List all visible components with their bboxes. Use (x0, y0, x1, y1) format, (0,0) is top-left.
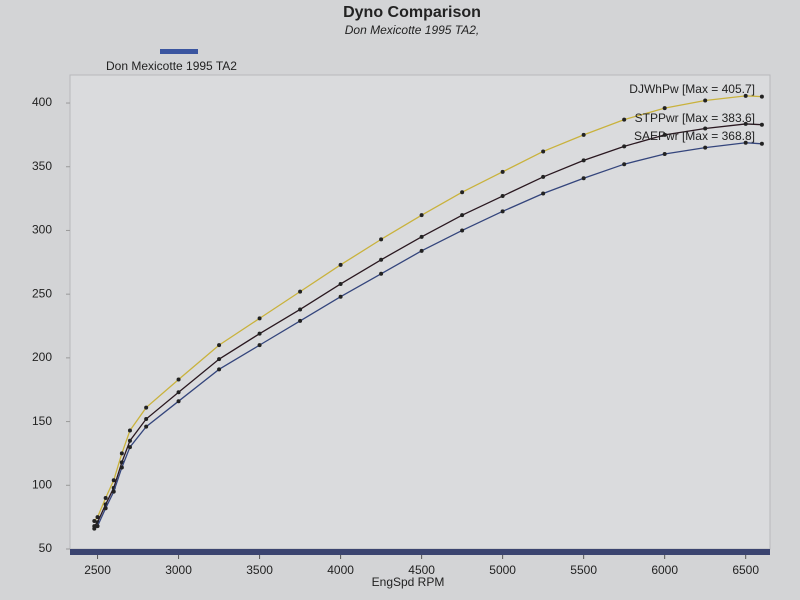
data-point (541, 149, 546, 154)
data-point (338, 281, 343, 286)
x-tick-label: 3500 (246, 563, 273, 577)
x-tick-label: 6500 (732, 563, 759, 577)
x-tick-label: 5000 (489, 563, 516, 577)
y-tick-label: 150 (32, 414, 52, 428)
data-point (541, 174, 546, 179)
data-point (298, 318, 303, 323)
series-annotation: STPPwr [Max = 383.6] (635, 111, 755, 125)
data-point (703, 98, 708, 103)
data-point (298, 307, 303, 312)
data-point (103, 496, 108, 501)
y-tick-label: 400 (32, 95, 52, 109)
data-point (500, 169, 505, 174)
y-tick-label: 200 (32, 350, 52, 364)
data-point (217, 343, 222, 348)
data-point (144, 417, 149, 422)
data-point (622, 162, 627, 167)
data-point (703, 145, 708, 150)
data-point (703, 126, 708, 131)
data-point (460, 213, 465, 218)
data-point (379, 271, 384, 276)
y-tick-label: 250 (32, 286, 52, 300)
data-point (217, 367, 222, 372)
data-point (127, 438, 132, 443)
x-tick-label: 2500 (84, 563, 111, 577)
data-point (127, 428, 132, 433)
data-point (419, 234, 424, 239)
x-tick-label: 3000 (165, 563, 192, 577)
y-tick-label: 350 (32, 159, 52, 173)
data-point (460, 190, 465, 195)
series-annotation: DJWhPw [Max = 405.7] (629, 82, 755, 96)
data-point (338, 294, 343, 299)
data-point (257, 331, 262, 336)
data-point (144, 405, 149, 410)
data-point (759, 141, 764, 146)
data-point (103, 506, 108, 511)
data-point (95, 524, 100, 529)
data-point (460, 228, 465, 233)
legend-swatch (160, 49, 198, 54)
data-point (743, 93, 748, 98)
y-tick-label: 300 (32, 223, 52, 237)
plot-area (69, 74, 771, 550)
data-point (379, 237, 384, 242)
chart-title: Dyno Comparison (343, 4, 481, 21)
y-tick-label: 50 (39, 541, 53, 555)
series-annotation: SAEPwr [Max = 368.8] (634, 129, 755, 143)
data-point (119, 451, 124, 456)
x-axis-bar (70, 549, 770, 555)
data-point (217, 357, 222, 362)
data-point (419, 248, 424, 253)
data-point (92, 526, 97, 531)
data-point (662, 132, 667, 137)
data-point (743, 140, 748, 145)
data-point (298, 289, 303, 294)
x-axis-label: EngSpd RPM (372, 575, 445, 589)
data-point (176, 390, 181, 395)
x-tick-label: 6000 (651, 563, 678, 577)
data-point (759, 122, 764, 127)
data-point (95, 515, 100, 520)
data-point (127, 445, 132, 450)
data-point (541, 191, 546, 196)
data-point (111, 489, 116, 494)
data-point (338, 262, 343, 267)
data-point (622, 117, 627, 122)
y-tick-label: 100 (32, 477, 52, 491)
data-point (379, 257, 384, 262)
data-point (662, 152, 667, 156)
data-point (500, 209, 505, 214)
data-point (119, 465, 124, 470)
data-point (257, 316, 262, 321)
data-point (257, 343, 262, 348)
x-tick-label: 4500 (408, 563, 435, 577)
data-point (581, 158, 586, 163)
data-point (581, 176, 586, 181)
data-point (743, 121, 748, 126)
x-tick-label: 4000 (327, 563, 354, 577)
data-point (111, 478, 116, 483)
data-point (419, 213, 424, 218)
data-point (759, 94, 764, 99)
data-point (176, 377, 181, 382)
data-point (500, 194, 505, 199)
data-point (144, 424, 149, 429)
data-point (662, 106, 667, 111)
data-point (92, 518, 97, 523)
legend-label: Don Mexicotte 1995 TA2 (106, 59, 237, 73)
data-point (622, 144, 627, 149)
chart-subtitle: Don Mexicotte 1995 TA2, (345, 23, 480, 37)
data-point (176, 399, 181, 404)
x-tick-label: 5500 (570, 563, 597, 577)
data-point (581, 132, 586, 137)
